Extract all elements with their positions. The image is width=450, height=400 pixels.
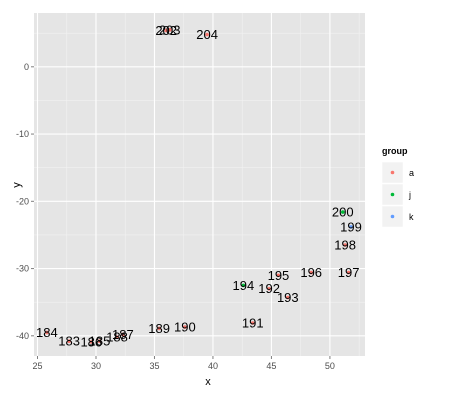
x-tick-label: 40 — [208, 361, 218, 371]
plot-panel — [34, 13, 365, 356]
data-point — [67, 339, 71, 344]
x-axis-ticks: 25 30 35 40 45 50 — [33, 356, 335, 371]
point-label: 202 — [155, 23, 177, 38]
point-label: 186 — [80, 334, 102, 349]
data-point — [346, 270, 351, 275]
point-label: 195 — [268, 268, 290, 283]
point-label: 190 — [174, 320, 196, 335]
data-point — [97, 339, 102, 344]
data-point — [286, 295, 290, 300]
x-axis-title: x — [205, 376, 211, 388]
data-point — [349, 225, 353, 229]
data-point — [183, 325, 187, 329]
minor-gridlines — [34, 13, 365, 356]
x-tick-label: 45 — [266, 361, 276, 371]
data-point — [309, 270, 313, 275]
data-point — [343, 243, 347, 247]
y-tick-label: 0 — [24, 62, 29, 72]
legend: group a j k — [381, 146, 414, 228]
data-point — [115, 335, 119, 339]
point-label: 203 — [159, 22, 181, 37]
legend-label-k: k — [409, 212, 414, 222]
point-label: 185 — [89, 334, 111, 349]
point-label: 197 — [338, 265, 360, 280]
data-point — [276, 273, 281, 278]
data-point — [250, 321, 255, 325]
y-tick-label: -10 — [16, 129, 29, 139]
data-points — [45, 28, 353, 344]
y-tick-label: -40 — [16, 331, 29, 341]
legend-title: group — [382, 146, 408, 156]
data-point — [241, 283, 246, 288]
point-label: 204 — [196, 27, 218, 42]
legend-swatch-k — [390, 214, 395, 219]
y-axis-title: y — [11, 182, 23, 188]
x-tick-label: 30 — [91, 361, 101, 371]
point-label: 184 — [36, 325, 58, 340]
data-point — [205, 32, 209, 37]
y-tick-label: -30 — [16, 264, 29, 274]
legend-label-a: a — [409, 168, 414, 178]
point-label: 199 — [340, 219, 362, 234]
data-point — [340, 210, 345, 214]
legend-label-j: j — [408, 190, 411, 200]
point-label: 192 — [258, 281, 280, 296]
data-point — [167, 28, 172, 32]
point-label: 187 — [112, 327, 134, 342]
point-label: 183 — [58, 334, 80, 349]
x-tick-label: 50 — [325, 361, 335, 371]
point-label: 196 — [300, 265, 322, 280]
x-tick-label: 25 — [33, 361, 43, 371]
data-point — [89, 340, 94, 344]
y-axis-ticks: 0 -10 -20 -30 -40 — [16, 62, 34, 341]
data-point — [45, 330, 49, 335]
point-label: 191 — [242, 316, 264, 331]
data-point — [267, 286, 271, 291]
point-label: 198 — [334, 238, 356, 253]
legend-swatch-j — [390, 192, 395, 197]
x-tick-label: 35 — [149, 361, 159, 371]
point-label: 188 — [106, 330, 128, 345]
y-tick-label: -20 — [16, 196, 29, 206]
point-label: 194 — [233, 278, 255, 293]
point-label: 200 — [332, 205, 354, 220]
data-point — [121, 332, 125, 337]
data-point — [157, 326, 161, 331]
data-point — [164, 28, 168, 33]
major-gridlines — [34, 13, 365, 356]
point-label: 189 — [148, 321, 170, 336]
legend-swatch-a — [390, 170, 395, 175]
point-label: 193 — [277, 290, 299, 305]
